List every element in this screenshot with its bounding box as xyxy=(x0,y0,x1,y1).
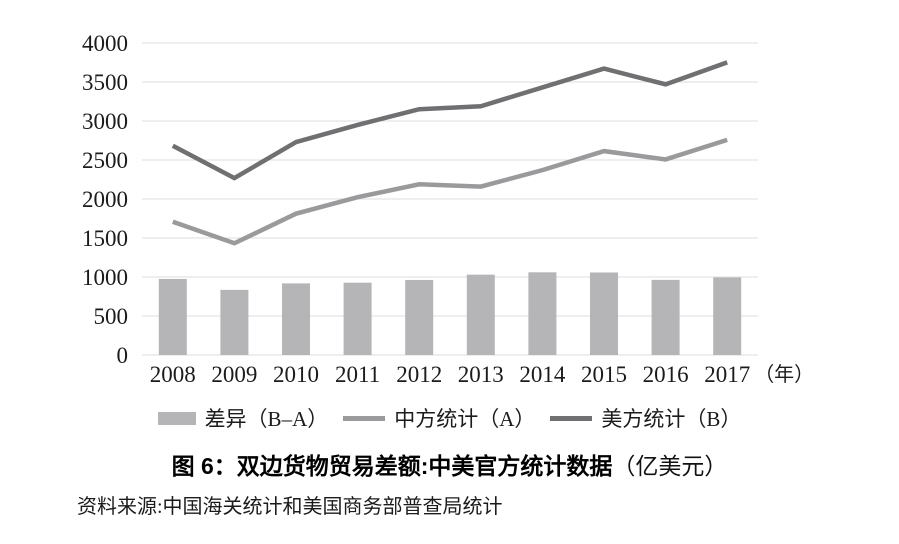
y-axis-tick-label: 500 xyxy=(94,304,129,329)
legend-label-difference: 差异（B–A） xyxy=(204,407,329,431)
legend-item-us-stats: 美方统计（B） xyxy=(550,403,741,433)
legend-item-difference: 差异（B–A） xyxy=(157,403,329,433)
bar-2010 xyxy=(282,283,310,355)
x-axis-tick-label: 2017 xyxy=(704,362,750,387)
bar-2014 xyxy=(528,272,557,355)
bar-swatch-icon xyxy=(157,411,196,425)
y-axis-tick-label: 1500 xyxy=(82,226,128,251)
bar-2016 xyxy=(651,279,680,355)
x-axis-tick-label: 2016 xyxy=(643,362,689,387)
line-series xyxy=(172,137,728,246)
bar-2011 xyxy=(343,282,372,355)
bar-2008 xyxy=(158,278,187,355)
x-axis-tick-label: 2013 xyxy=(458,362,504,387)
y-axis-tick-label: 4000 xyxy=(82,31,128,56)
legend-label-china-stats: 中方统计（A） xyxy=(394,407,536,431)
bar-2015 xyxy=(590,272,618,355)
y-axis-tick-label: 1000 xyxy=(82,265,128,290)
bar-2009 xyxy=(220,289,249,355)
legend-item-china-stats: 中方统计（A） xyxy=(343,403,535,433)
figure-caption: 图 6：双边货物贸易差额:中美官方统计数据（亿美元） xyxy=(0,451,899,482)
bar-2017 xyxy=(713,277,742,355)
source-note: 资料来源:中国海关统计和美国商务部普查局统计 xyxy=(77,496,503,518)
figure-caption-unit: （亿美元） xyxy=(612,454,728,479)
x-axis-tick-label: 2014 xyxy=(519,362,566,387)
line-series xyxy=(171,60,728,181)
y-axis-tick-label: 3500 xyxy=(82,70,128,95)
bar-2013 xyxy=(466,274,495,355)
bar-2012 xyxy=(405,279,434,355)
x-axis-unit-label: （年） xyxy=(754,363,814,386)
figure-caption-title: 图 6：双边货物贸易差额:中美官方统计数据 xyxy=(171,453,613,479)
line-swatch-icon xyxy=(550,415,593,421)
legend-label-us-stats: 美方统计（B） xyxy=(601,407,742,431)
y-axis-tick-label: 2500 xyxy=(82,148,128,173)
x-axis-tick-label: 2012 xyxy=(396,362,442,387)
x-axis-tick-label: 2010 xyxy=(273,362,319,387)
x-axis-tick-label: 2009 xyxy=(211,362,257,387)
x-axis-tick-label: 2011 xyxy=(335,362,380,387)
legend: 差异（B–A） 中方统计（A） 美方统计（B） xyxy=(0,403,899,433)
y-axis-tick-label: 3000 xyxy=(82,109,128,134)
line-swatch-icon xyxy=(343,415,386,421)
x-axis-tick-label: 2015 xyxy=(581,362,627,387)
y-axis-tick-label: 2000 xyxy=(82,187,128,212)
x-axis-tick-label: 2008 xyxy=(150,362,196,387)
y-axis-tick-label: 0 xyxy=(117,343,129,368)
